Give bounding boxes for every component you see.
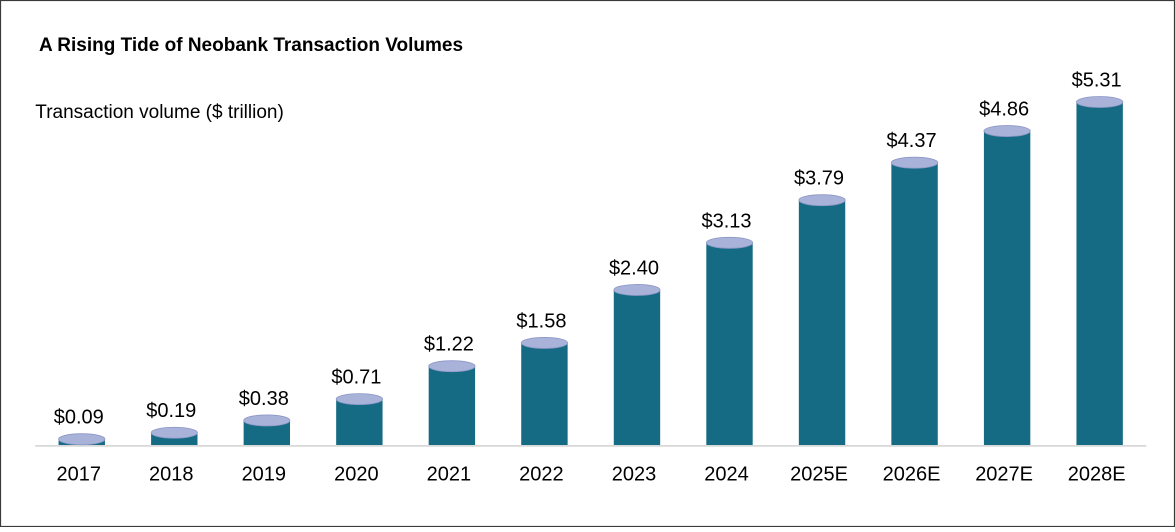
svg-text:2027E: 2027E [975,463,1033,485]
svg-text:2025E: 2025E [790,463,848,485]
svg-text:$3.79: $3.79 [794,168,844,190]
svg-text:2020: 2020 [334,463,379,485]
svg-text:$4.86: $4.86 [979,99,1029,121]
svg-text:$1.22: $1.22 [424,334,474,356]
svg-text:2024: 2024 [704,463,749,485]
svg-text:2018: 2018 [149,463,194,485]
svg-text:$1.58: $1.58 [516,310,566,332]
svg-text:2021: 2021 [427,463,472,485]
svg-text:$0.19: $0.19 [146,400,196,422]
svg-text:$0.71: $0.71 [331,367,381,389]
svg-text:2017: 2017 [57,463,102,485]
svg-text:2026E: 2026E [883,463,941,485]
svg-text:2023: 2023 [612,463,657,485]
svg-text:$0.09: $0.09 [54,407,104,429]
svg-text:$5.31: $5.31 [1072,69,1122,91]
svg-text:2022: 2022 [519,463,564,485]
svg-text:2028E: 2028E [1068,463,1126,485]
svg-text:2019: 2019 [242,463,287,485]
svg-text:$0.38: $0.38 [239,388,289,410]
svg-text:$2.40: $2.40 [609,257,659,279]
svg-text:Transaction volume ($ trillion: Transaction volume ($ trillion) [35,102,283,123]
svg-text:A Rising Tide of Neobank Trans: A Rising Tide of Neobank Transaction Vol… [39,35,463,56]
svg-text:$4.37: $4.37 [887,130,937,152]
svg-text:$3.13: $3.13 [701,210,751,232]
